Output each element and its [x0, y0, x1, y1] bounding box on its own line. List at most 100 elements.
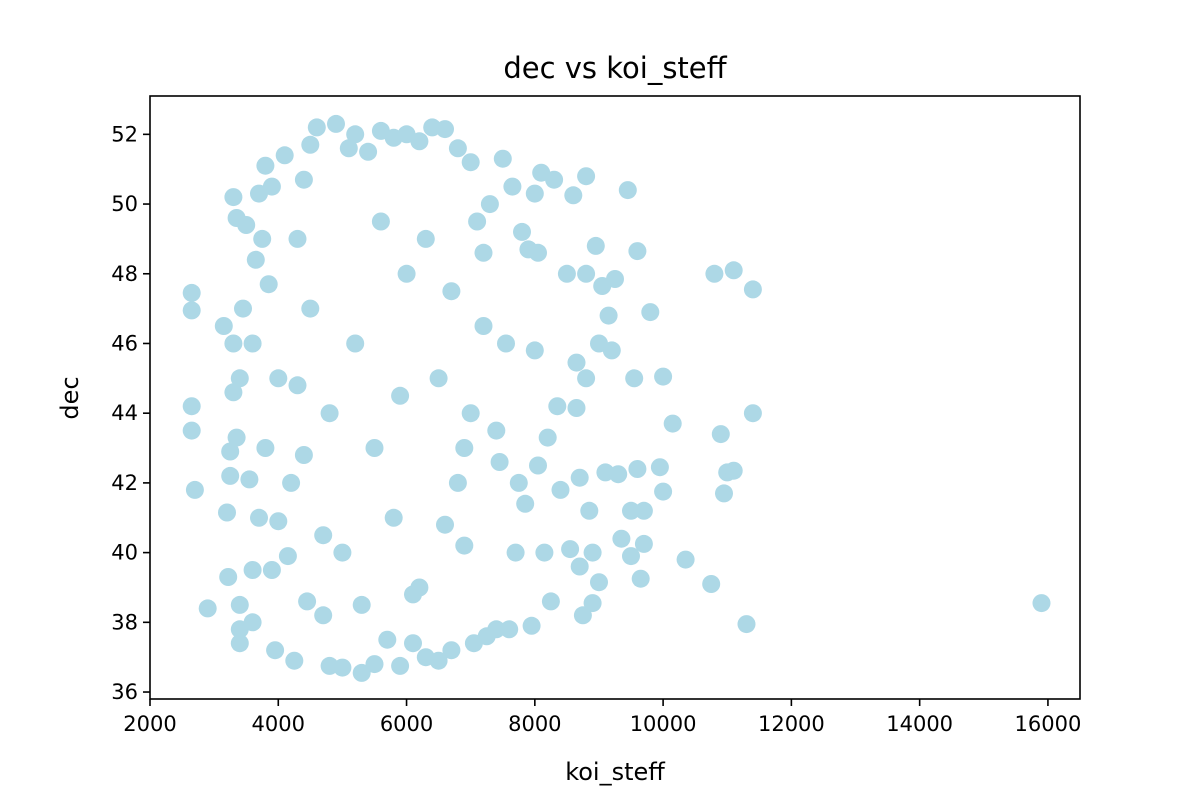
data-point	[221, 442, 240, 461]
y-tick-label: 48	[111, 262, 138, 286]
data-point	[391, 656, 410, 675]
y-tick-label: 46	[111, 331, 138, 355]
data-point	[253, 229, 272, 248]
data-point	[455, 536, 474, 555]
chart-title: dec vs koi_steff	[503, 51, 727, 85]
data-point	[641, 303, 660, 322]
data-point	[278, 547, 297, 566]
data-point	[282, 473, 301, 492]
data-point	[522, 616, 541, 635]
x-tick-label: 6000	[380, 712, 433, 736]
data-point	[365, 655, 384, 674]
data-point	[455, 439, 474, 457]
data-point	[436, 120, 454, 139]
data-point	[288, 229, 307, 248]
data-point	[442, 282, 461, 301]
data-point	[622, 501, 640, 520]
data-point	[612, 529, 631, 548]
data-point	[218, 503, 236, 522]
data-point	[570, 468, 589, 487]
y-axis-label: dec	[56, 376, 84, 419]
data-point	[557, 264, 576, 283]
data-point	[416, 229, 435, 248]
data-point	[586, 236, 605, 255]
data-point	[577, 264, 596, 283]
data-point	[301, 299, 320, 318]
data-point	[221, 466, 240, 485]
data-point	[214, 317, 233, 335]
data-point	[436, 515, 454, 534]
data-point	[609, 465, 628, 484]
data-point	[234, 299, 252, 318]
data-point	[743, 404, 762, 423]
data-point	[590, 573, 608, 592]
data-point	[529, 456, 547, 475]
data-point	[320, 404, 339, 423]
data-point	[391, 386, 410, 405]
data-point	[404, 634, 422, 653]
data-point	[327, 114, 345, 133]
data-point	[185, 480, 204, 499]
data-point	[378, 630, 397, 649]
data-point	[474, 243, 493, 262]
data-point	[301, 135, 320, 154]
data-point	[487, 421, 506, 440]
data-point	[487, 620, 506, 639]
data-point	[497, 334, 515, 353]
data-point	[618, 181, 637, 200]
data-point	[625, 369, 644, 388]
x-axis-label: koi_steff	[565, 758, 665, 786]
data-point	[365, 439, 384, 457]
data-point	[599, 306, 618, 325]
data-point	[448, 139, 467, 158]
data-point	[724, 461, 743, 480]
data-point	[461, 153, 480, 172]
data-point	[634, 501, 653, 520]
data-point	[243, 613, 262, 632]
x-tick-label: 16000	[1015, 712, 1082, 736]
data-point	[288, 376, 307, 395]
data-point	[224, 188, 243, 207]
x-tick-label: 10000	[630, 712, 697, 736]
data-point	[429, 369, 448, 388]
data-point	[583, 594, 602, 613]
data-point	[529, 243, 547, 262]
data-point	[1032, 594, 1051, 613]
data-point	[705, 264, 724, 283]
data-point	[567, 399, 586, 417]
data-point	[429, 651, 448, 670]
data-point	[224, 383, 243, 402]
data-point	[230, 634, 249, 653]
y-tick-label: 52	[111, 122, 138, 146]
x-tick-label: 14000	[886, 712, 953, 736]
data-point	[275, 146, 294, 165]
data-point	[333, 543, 352, 562]
data-point	[606, 270, 624, 288]
data-point	[634, 534, 653, 553]
data-points-group	[182, 114, 1051, 682]
data-point	[654, 482, 673, 501]
data-point	[577, 369, 596, 388]
data-point	[294, 446, 313, 464]
data-point	[541, 592, 560, 611]
data-point	[535, 543, 554, 562]
data-point	[346, 125, 365, 144]
data-point	[307, 118, 326, 137]
data-point	[314, 606, 333, 625]
data-point	[551, 480, 570, 499]
data-point	[461, 404, 480, 423]
y-tick-label: 44	[111, 401, 138, 425]
data-point	[352, 663, 371, 682]
data-point	[580, 501, 599, 520]
data-point	[359, 142, 378, 161]
data-point	[384, 508, 403, 527]
data-point	[339, 139, 358, 158]
data-point	[314, 526, 333, 545]
data-point	[404, 585, 422, 604]
data-point	[654, 367, 673, 386]
data-point	[298, 592, 317, 611]
data-point	[513, 222, 531, 241]
data-point	[724, 261, 743, 280]
data-point	[262, 177, 281, 196]
data-point	[538, 428, 557, 447]
